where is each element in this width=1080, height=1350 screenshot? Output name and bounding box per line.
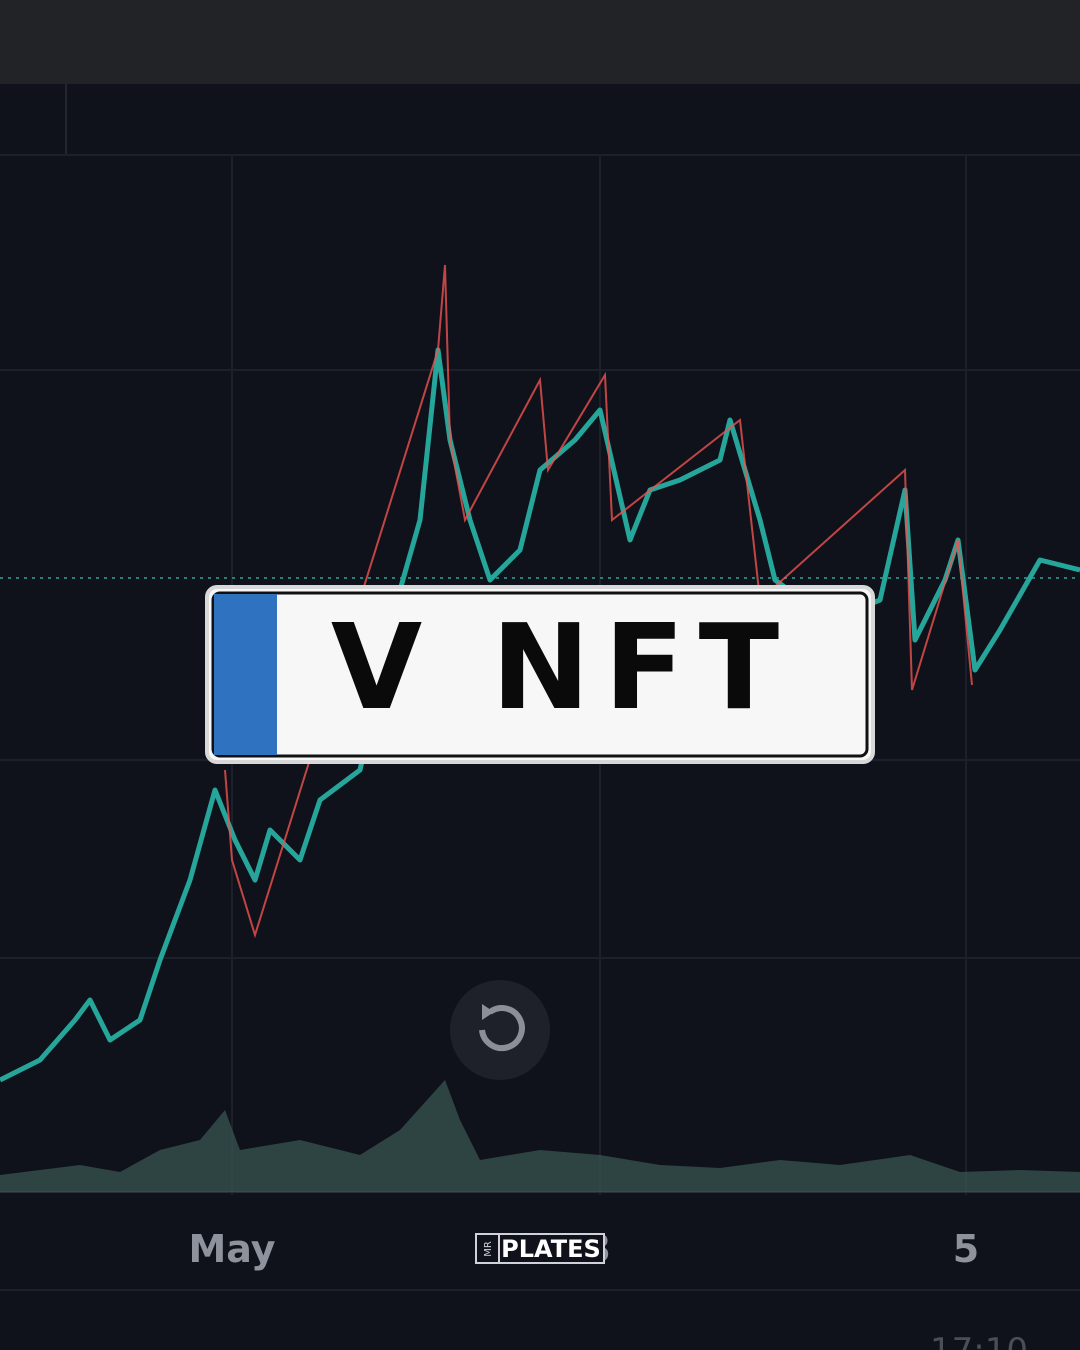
x-label: May: [188, 1227, 275, 1271]
grid: [0, 154, 1080, 1291]
reset-icon: [479, 1005, 525, 1052]
plate-body: [205, 585, 875, 764]
plate-border: [211, 591, 869, 758]
watermark-brand: PLATES: [501, 1235, 601, 1263]
reset-button[interactable]: [450, 980, 550, 1080]
x-label: 5: [953, 1227, 979, 1271]
top-bar: [0, 0, 1080, 84]
time-label: 17:10: [930, 1331, 1028, 1350]
price-wicks: [224, 264, 973, 939]
plate-text: V NFT: [331, 598, 793, 736]
watermark-box: [475, 1233, 605, 1264]
volume-area: [0, 1080, 1080, 1192]
reset-icon-arrow: [482, 1004, 494, 1020]
watermark: MR PLATES: [475, 1233, 605, 1264]
plate: V NFT: [205, 585, 875, 764]
plate-band: [214, 594, 277, 755]
watermark-prefix: MR: [483, 1241, 494, 1257]
